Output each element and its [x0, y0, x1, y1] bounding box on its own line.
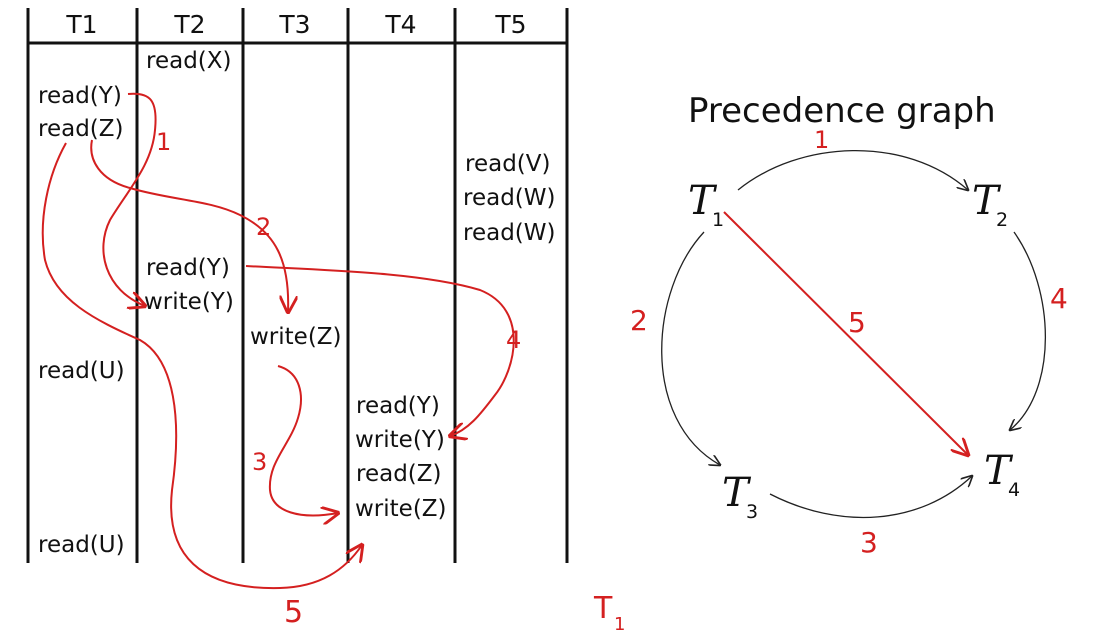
operation-t3-write-z: write(Z)	[250, 324, 342, 350]
operation-t2-write-y: write(Y)	[144, 289, 234, 315]
conflict-label-2: 2	[256, 213, 271, 241]
conflict-label-3: 3	[252, 448, 267, 476]
conflict-arrow-2	[90, 139, 288, 312]
column-header-t1: T1	[65, 10, 97, 39]
operation-t5-read-w-2: read(W)	[463, 220, 555, 246]
edge-label-4: 4	[1050, 282, 1068, 315]
edge-t2-t4	[1010, 231, 1047, 430]
operation-t4-write-z: write(Z)	[355, 496, 447, 522]
node-t3: T 3	[722, 470, 758, 523]
column-header-t4: T4	[384, 10, 416, 39]
edge-label-5: 5	[848, 306, 866, 339]
operation-t1-read-z: read(Z)	[38, 116, 124, 142]
operation-t2-read-x: read(X)	[146, 48, 232, 74]
conflict-arrow-4	[245, 265, 515, 436]
operation-t4-read-z: read(Z)	[356, 461, 442, 487]
conflict-label-4: 4	[506, 326, 521, 354]
operation-t5-read-v: read(V)	[465, 151, 550, 177]
scribble-subscript: 1	[614, 614, 625, 632]
edge-label-3: 3	[860, 526, 878, 559]
node-t1-subscript: 1	[712, 209, 724, 231]
node-t2-letter: T	[972, 178, 1002, 224]
conflict-label-1: 1	[156, 128, 171, 156]
operation-t1-read-u-2: read(U)	[38, 532, 125, 558]
scribble-t1: T 1	[593, 591, 625, 632]
edge-t1-t3	[661, 231, 720, 465]
edge-t1-t4	[723, 211, 968, 455]
node-t1: T 1	[688, 178, 724, 231]
operation-t4-write-y: write(Y)	[355, 427, 445, 453]
operation-t2-read-y: read(Y)	[146, 255, 230, 281]
schedule-table: T1 T2 T3 T4 T5 read(Y) read(Z) read(U) r…	[26, 8, 569, 563]
operation-t4-read-y: read(Y)	[356, 393, 440, 419]
column-header-t2: T2	[173, 10, 205, 39]
node-t2: T 2	[972, 178, 1008, 231]
conflict-arrow-5	[41, 142, 362, 590]
node-t3-letter: T	[722, 470, 752, 516]
edge-label-1: 1	[814, 126, 829, 154]
node-t1-letter: T	[688, 178, 718, 224]
operation-t1-read-u: read(U)	[38, 358, 125, 384]
conflict-label-5: 5	[284, 595, 303, 630]
conflict-arrow-3	[268, 365, 338, 515]
column-header-t5: T5	[494, 10, 526, 39]
graph-title: Precedence graph	[688, 91, 996, 131]
scribble-letter: T	[593, 591, 613, 626]
edge-t3-t4	[769, 476, 972, 519]
precedence-graph: Precedence graph T 1 T 2 T 3 T 4 1 2 3 4…	[630, 91, 1068, 559]
operation-t1-read-y: read(Y)	[38, 83, 122, 109]
column-header-t3: T3	[278, 10, 310, 39]
node-t4-letter: T	[984, 448, 1014, 494]
node-t4-subscript: 4	[1008, 479, 1020, 501]
node-t3-subscript: 3	[746, 501, 758, 523]
node-t4: T 4	[984, 448, 1020, 501]
edge-t1-t2	[737, 150, 968, 190]
node-t2-subscript: 2	[996, 209, 1008, 231]
edge-label-2: 2	[630, 304, 648, 337]
operation-t5-read-w: read(W)	[463, 185, 555, 211]
conflict-annotations: 1 2 3 4 5	[41, 92, 521, 630]
